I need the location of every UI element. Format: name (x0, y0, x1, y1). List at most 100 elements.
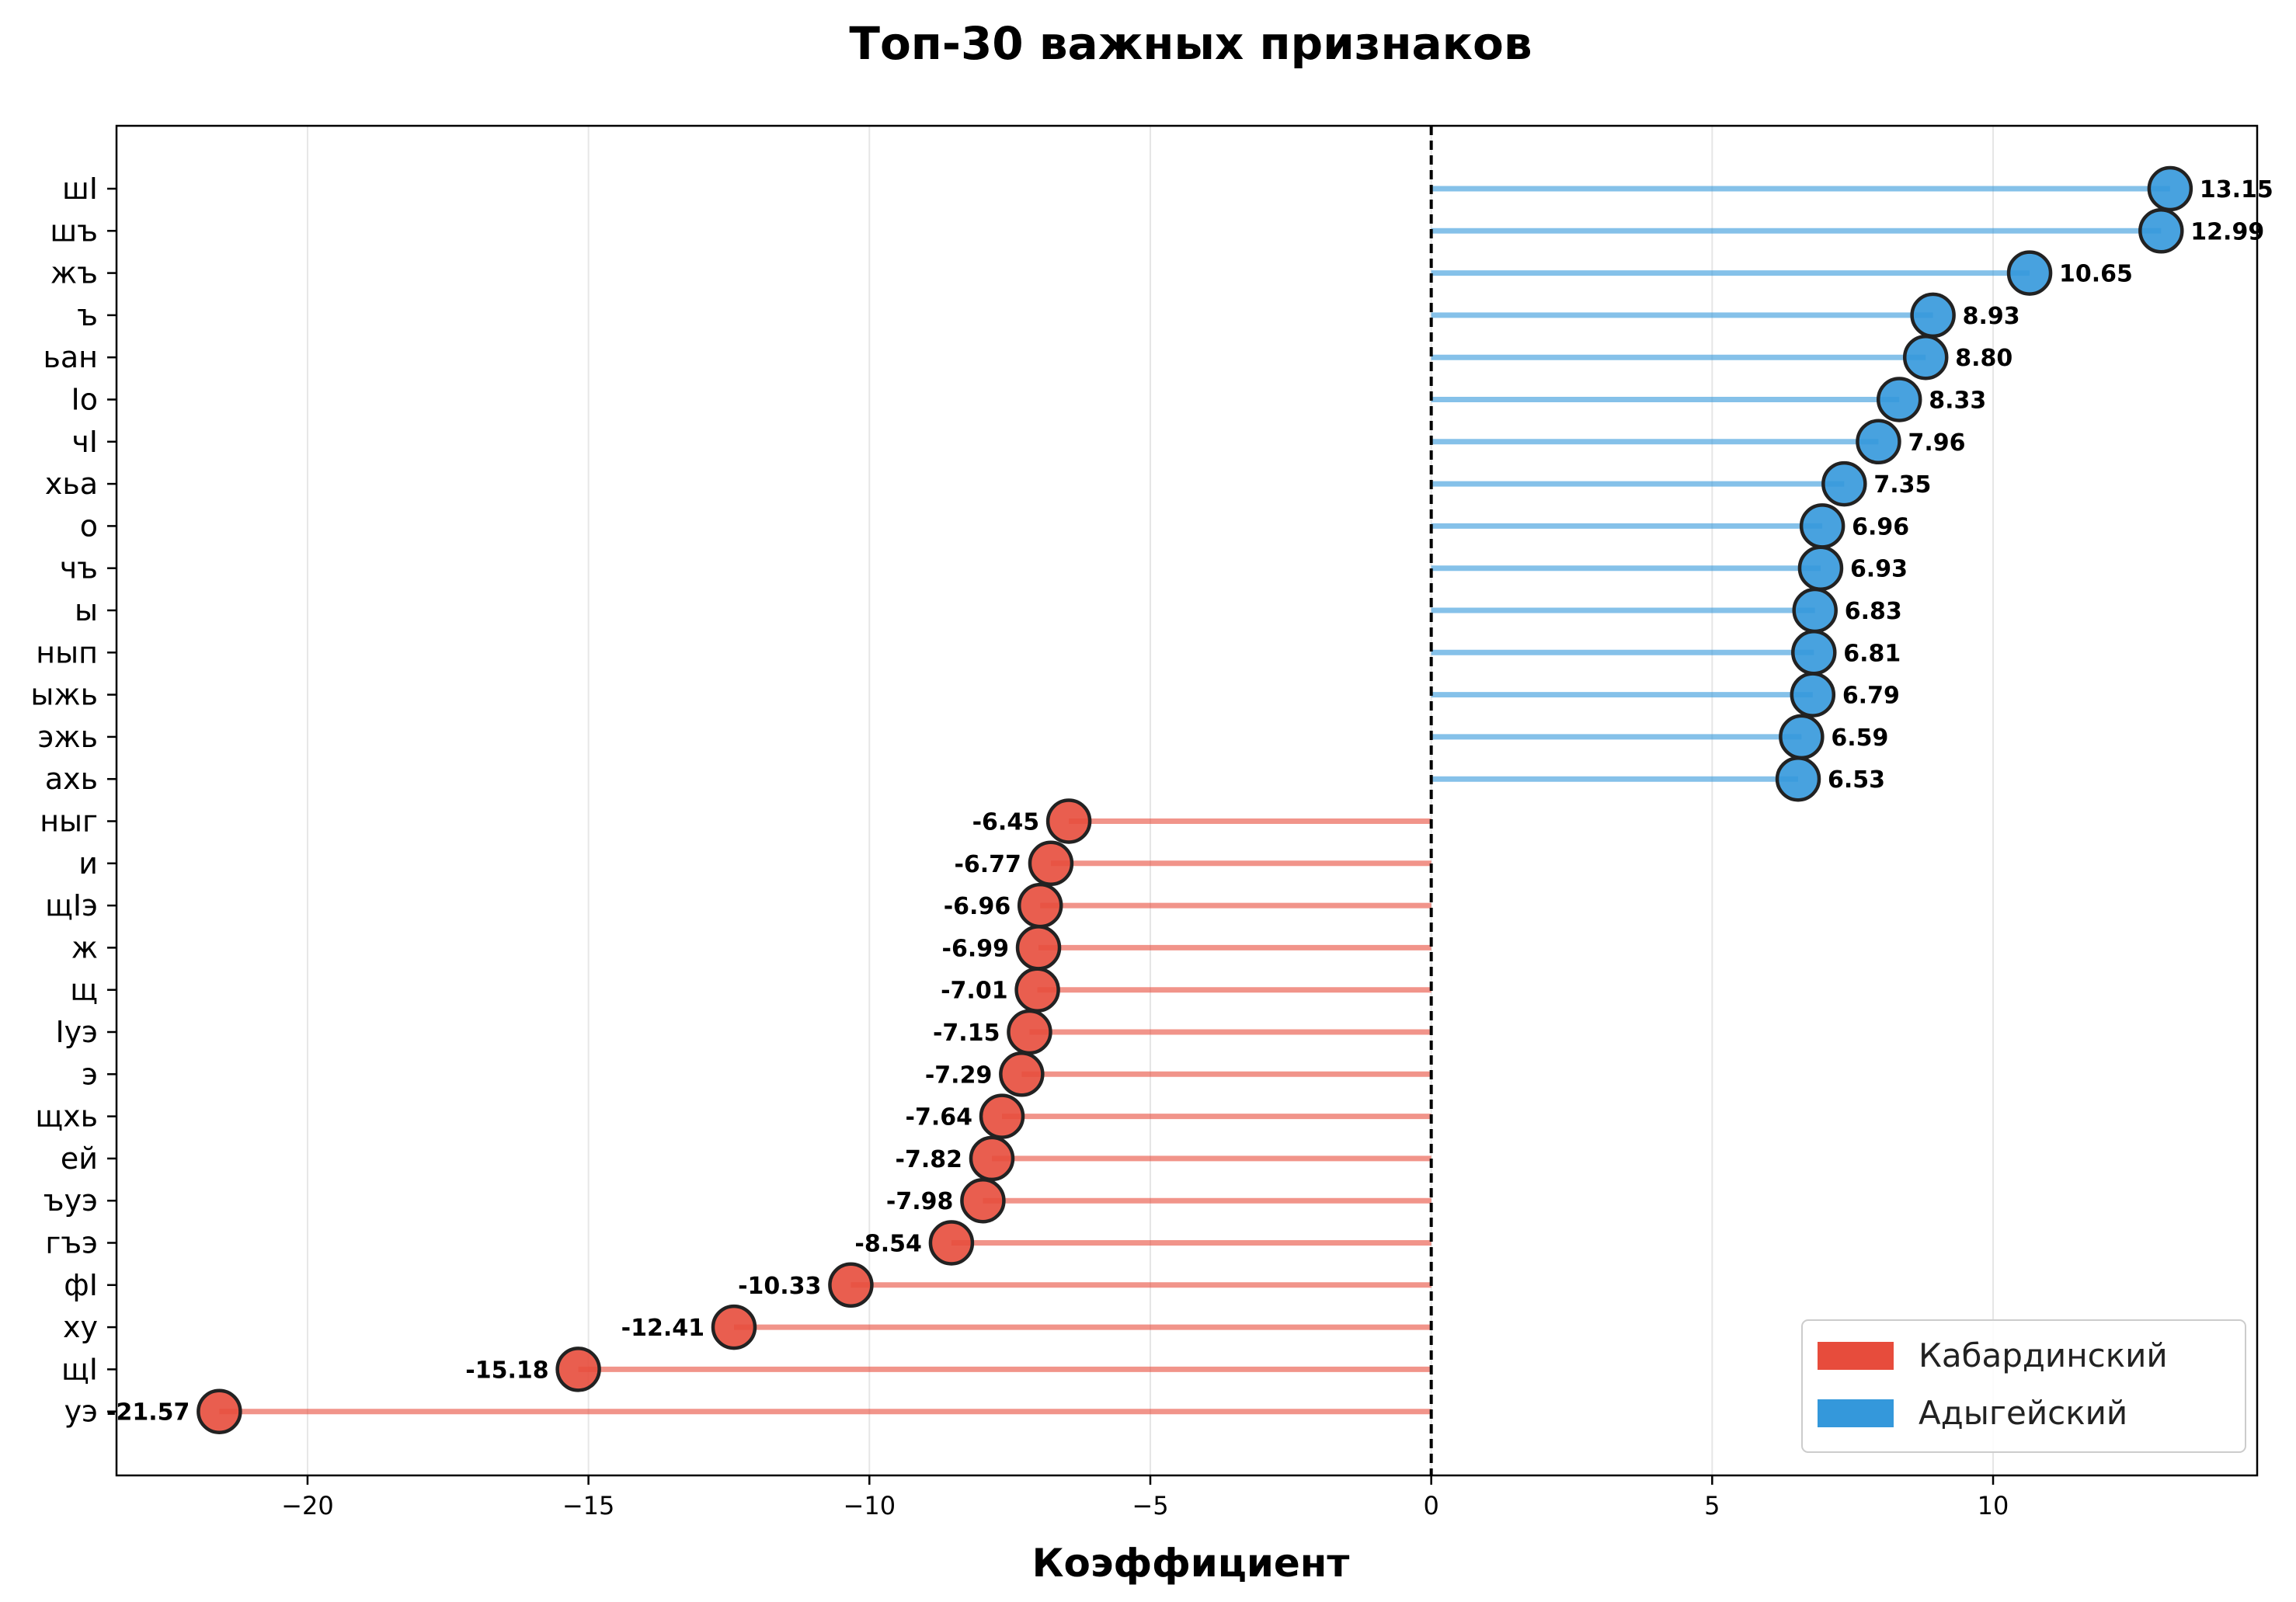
y-tick-label: уэ (64, 1395, 98, 1429)
value-label: 6.53 (1828, 766, 1885, 794)
lollipop-marker (1779, 714, 1825, 760)
y-tick-label: щ (70, 973, 98, 1007)
grid-lines (306, 126, 1995, 1475)
y-tick-label: щI (61, 1352, 98, 1386)
lollipop-marker (1792, 587, 1838, 634)
y-tick-label: Iо (71, 383, 98, 417)
lollipop-marker (1902, 334, 1949, 381)
y-tick-label: и (78, 846, 98, 881)
value-label: 12.99 (2190, 218, 2264, 245)
lollipop-marker (828, 1262, 874, 1308)
value-label: -7.29 (925, 1062, 992, 1089)
lollipop-marker (555, 1347, 601, 1392)
lollipop-marker (1007, 1009, 1052, 1055)
x-tick-label: −5 (1132, 1491, 1168, 1520)
x-tick-label: −10 (844, 1491, 896, 1520)
y-tick-label: ьан (43, 340, 98, 374)
y-tick-label: ахь (45, 762, 98, 796)
y-tick-label: ху (63, 1310, 98, 1344)
legend-swatch (1818, 1399, 1894, 1427)
value-label: 6.93 (1850, 556, 1908, 583)
legend: Кабардинский Адыгейский (1801, 1319, 2246, 1453)
y-tick-label: о (80, 509, 98, 543)
lollipop-marker (2006, 250, 2053, 296)
value-label: -7.82 (896, 1146, 962, 1173)
value-label: -7.15 (933, 1020, 1000, 1047)
lollipop-marker (1014, 967, 1060, 1013)
y-tick-label: чъ (60, 551, 98, 586)
lollipop-marker (1910, 292, 1956, 339)
value-label: -7.01 (941, 978, 1007, 1005)
y-tick-label: ей (61, 1142, 98, 1176)
y-tick-label: чI (71, 425, 98, 459)
lollipop-marker (928, 1220, 975, 1266)
lollipop-stems (219, 186, 2170, 1415)
lollipop-marker (1045, 798, 1092, 844)
lollipop-markers (197, 165, 2193, 1434)
y-tick-label: эжь (38, 720, 98, 754)
legend-label: Адыгейский (1919, 1394, 2127, 1432)
y-tick-label: шъ (50, 214, 98, 248)
value-label: -6.96 (944, 893, 1011, 920)
x-tick-label: −15 (562, 1491, 615, 1520)
lollipop-marker (1799, 503, 1845, 549)
x-tick-label: 0 (1423, 1491, 1438, 1520)
x-axis-ticks: −20 −15 −10 −5 0 5 10 (281, 1475, 2009, 1520)
y-tick-label: Iуэ (55, 1015, 98, 1049)
value-label: -6.99 (942, 935, 1009, 962)
value-label: -6.77 (954, 851, 1021, 878)
plot-frame (115, 124, 2259, 1477)
lollipop-marker (1876, 377, 1922, 422)
y-tick-label: ъ (77, 298, 98, 332)
y-tick-label: ыжь (30, 678, 98, 712)
value-label: 13.15 (2200, 176, 2273, 203)
y-tick-label: ъуэ (43, 1183, 98, 1218)
lollipop-marker (1856, 419, 1901, 465)
lollipop-marker (1790, 672, 1836, 718)
lollipop-marker (2147, 165, 2193, 212)
value-labels: 13.15 12.99 10.65 8.93 8.80 8.33 7.96 7.35 6.96 6… (106, 176, 2273, 1427)
x-tick-label: −20 (281, 1491, 334, 1520)
lollipop-marker (1791, 630, 1837, 676)
lollipop-marker (1821, 460, 1867, 507)
legend-box (1801, 1319, 2246, 1453)
lollipop-marker (197, 1388, 242, 1434)
lollipop-marker (2138, 208, 2184, 254)
value-label: -21.57 (106, 1399, 190, 1427)
value-label: 6.81 (1843, 640, 1901, 667)
value-label: 10.65 (2059, 261, 2133, 288)
value-label: -6.45 (972, 809, 1039, 836)
y-tick-label: щхь (35, 1100, 98, 1134)
value-label: -15.18 (465, 1357, 548, 1384)
value-label: -8.54 (854, 1231, 921, 1258)
legend-swatch (1818, 1342, 1894, 1370)
lollipop-marker (1775, 756, 1821, 802)
lollipop-marker (1017, 882, 1063, 929)
value-label: 6.79 (1842, 683, 1900, 710)
lollipop-marker (1797, 545, 1844, 591)
lollipop-marker (1028, 840, 1074, 887)
lollipop-marker (711, 1304, 757, 1350)
lollipop-marker (979, 1093, 1025, 1139)
y-tick-label: фI (64, 1268, 98, 1302)
lollipop-marker (999, 1051, 1045, 1097)
value-label: 8.33 (1929, 387, 1986, 415)
value-label: -10.33 (738, 1273, 821, 1300)
value-label: 8.93 (1963, 303, 2020, 330)
value-label: 6.96 (1852, 513, 1909, 540)
x-axis-label: Коэффициент (1032, 1541, 1350, 1586)
value-label: 6.83 (1845, 598, 1902, 625)
y-tick-label: э (82, 1057, 98, 1091)
y-tick-label: ж (71, 930, 98, 964)
y-tick-label: ныг (40, 804, 98, 839)
value-label: 8.80 (1955, 345, 2012, 372)
y-tick-label: шI (62, 172, 98, 206)
chart-title: Топ-30 важных признаков (849, 17, 1532, 70)
y-tick-label: щIэ (45, 888, 98, 923)
x-tick-label: 10 (1978, 1491, 2009, 1520)
y-tick-label: нып (36, 635, 98, 669)
value-label: -7.64 (906, 1104, 972, 1131)
lollipop-marker (969, 1135, 1015, 1182)
lollipop-marker (960, 1177, 1006, 1224)
